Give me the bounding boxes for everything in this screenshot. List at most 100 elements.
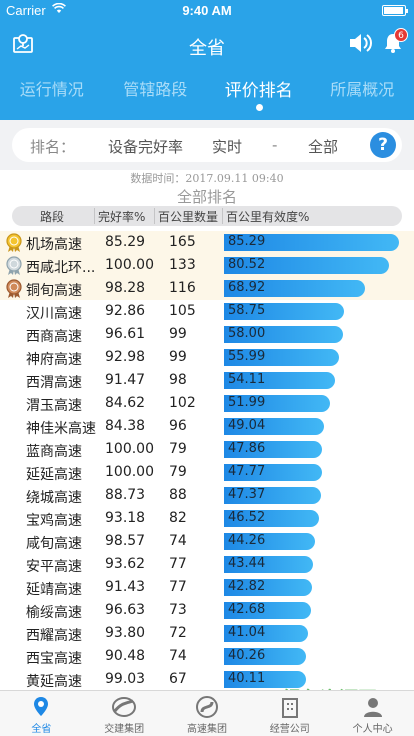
period-selector[interactable]: 实时 — [212, 138, 243, 156]
per-100km-count: 77 — [169, 556, 187, 572]
efficiency-value: 58.00 — [228, 326, 266, 341]
gaosu-logo-icon — [195, 696, 218, 718]
efficiency-bar — [224, 579, 312, 596]
table-row[interactable]: 西商高速 96.61 99 58.00 — [0, 323, 414, 346]
help-icon[interactable]: ? — [370, 132, 396, 158]
table-row[interactable]: 铜旬高速 98.28 116 68.92 — [0, 277, 414, 300]
table-row[interactable]: 神府高速 92.98 99 55.99 — [0, 346, 414, 369]
completeness-rate: 100.00 — [105, 441, 154, 457]
efficiency-value: 49.04 — [228, 418, 266, 433]
table-header: 路段 完好率% 百公里数量 百公里有效度% — [12, 206, 402, 226]
table-row[interactable]: 延靖高速 91.43 77 42.82 — [0, 576, 414, 599]
building-icon — [281, 698, 298, 718]
per-100km-count: 74 — [169, 648, 187, 664]
table-row[interactable]: 黄延高速 99.03 67 40.11 — [0, 668, 414, 691]
table-row[interactable]: 安平高速 93.62 77 43.44 — [0, 553, 414, 576]
completeness-rate: 98.57 — [105, 533, 146, 549]
table-row[interactable]: 渭玉高速 84.62 102 51.99 — [0, 392, 414, 415]
completeness-rate: 93.80 — [105, 625, 146, 641]
silver-medal-icon — [5, 256, 23, 276]
per-100km-count: 165 — [169, 234, 196, 250]
efficiency-value: 55.99 — [228, 349, 266, 364]
efficiency-bar — [224, 395, 330, 412]
completeness-rate: 93.62 — [105, 556, 146, 572]
road-name: 铜旬高速 — [26, 283, 82, 299]
completeness-rate: 91.43 — [105, 579, 146, 595]
per-100km-count: 67 — [169, 671, 187, 687]
carrier-label: Carrier — [6, 3, 46, 18]
tabbar-province[interactable]: 全省 — [0, 691, 83, 736]
completeness-rate: 90.48 — [105, 648, 146, 664]
efficiency-value: 40.26 — [228, 648, 266, 663]
per-100km-count: 102 — [169, 395, 196, 411]
completeness-rate: 91.47 — [105, 372, 146, 388]
table-row[interactable]: 绕城高速 88.73 88 47.37 — [0, 484, 414, 507]
bronze-medal-icon — [5, 279, 23, 299]
col-header-count: 百公里数量 — [158, 210, 219, 224]
tabbar-gaosu[interactable]: 高速集团 — [166, 691, 249, 736]
battery-icon — [382, 5, 408, 16]
completeness-rate: 98.28 — [105, 280, 146, 296]
table-row[interactable]: 西渭高速 91.47 98 54.11 — [0, 369, 414, 392]
efficiency-bar — [224, 234, 399, 251]
table-row[interactable]: 西宝高速 90.48 74 40.26 — [0, 645, 414, 668]
filter-area: 排名： 设备完好率 实时 - 全部 ? — [0, 120, 414, 170]
road-name: 绕城高速 — [26, 490, 82, 506]
scope-selector[interactable]: 全部 — [308, 138, 339, 156]
speaker-icon[interactable] — [348, 32, 372, 54]
user-icon — [363, 698, 382, 717]
tabbar-label: 个人中心 — [352, 724, 393, 735]
table-row[interactable]: 西耀高速 93.80 72 41.04 — [0, 622, 414, 645]
column-divider — [154, 208, 155, 224]
tabbar-company[interactable]: 经营公司 — [248, 691, 331, 736]
map-location-icon[interactable] — [12, 32, 34, 54]
road-name: 咸旬高速 — [26, 536, 82, 552]
efficiency-bar — [224, 257, 389, 274]
gold-medal-icon — [5, 233, 23, 253]
completeness-rate: 85.29 — [105, 234, 146, 250]
completeness-rate: 99.03 — [105, 671, 146, 687]
tab-operation[interactable]: 运行情况 — [19, 80, 84, 99]
efficiency-value: 42.82 — [228, 579, 266, 594]
per-100km-count: 73 — [169, 602, 187, 618]
table-row[interactable]: 神佳米高速 84.38 96 49.04 — [0, 415, 414, 438]
road-name: 渭玉高速 — [26, 398, 82, 414]
metric-selector[interactable]: 设备完好率 — [108, 138, 184, 156]
table-row[interactable]: 机场高速 85.29 165 85.29 — [0, 231, 414, 254]
road-name: 安平高速 — [26, 559, 82, 575]
table-row[interactable]: 西咸北环... 100.00 133 80.52 — [0, 254, 414, 277]
table-row[interactable]: 汉川高速 92.86 105 58.75 — [0, 300, 414, 323]
per-100km-count: 99 — [169, 326, 187, 342]
completeness-rate: 93.18 — [105, 510, 146, 526]
tab-overview[interactable]: 所属概况 — [330, 80, 395, 99]
table-row[interactable]: 延延高速 100.00 79 47.77 — [0, 461, 414, 484]
tabbar-label: 全省 — [31, 724, 52, 735]
tab-ranking[interactable]: 评价排名 — [224, 81, 293, 101]
tabbar-label: 交建集团 — [104, 724, 145, 735]
road-name: 神府高速 — [26, 352, 82, 368]
efficiency-bar — [224, 349, 339, 366]
efficiency-value: 51.99 — [228, 395, 266, 410]
tabbar-profile[interactable]: 个人中心 — [331, 691, 414, 736]
page-title: 全省 — [189, 38, 225, 59]
efficiency-bar — [224, 556, 313, 573]
per-100km-count: 79 — [169, 464, 187, 480]
bottom-tab-bar: 全省 交建集团 高速集团 经营公司 个人中心 — [0, 690, 414, 736]
per-100km-count: 105 — [169, 303, 196, 319]
per-100km-count: 88 — [169, 487, 187, 503]
tabbar-jiaojian[interactable]: 交建集团 — [83, 691, 166, 736]
road-name: 延靖高速 — [26, 582, 82, 598]
road-name: 西耀高速 — [26, 628, 82, 644]
location-icon — [34, 697, 49, 716]
table-row[interactable]: 咸旬高速 98.57 74 44.26 — [0, 530, 414, 553]
active-tab-indicator — [256, 104, 263, 111]
per-100km-count: 116 — [169, 280, 196, 296]
efficiency-value: 40.11 — [228, 671, 266, 686]
tab-strip: 运行情况 管辖路段 评价排名 所属概况 — [0, 72, 414, 120]
per-100km-count: 79 — [169, 441, 187, 457]
table-row[interactable]: 宝鸡高速 93.18 82 46.52 — [0, 507, 414, 530]
efficiency-value: 80.52 — [228, 257, 266, 272]
tab-sections[interactable]: 管辖路段 — [123, 80, 188, 99]
table-row[interactable]: 蓝商高速 100.00 79 47.86 — [0, 438, 414, 461]
table-row[interactable]: 榆绥高速 96.63 73 42.68 — [0, 599, 414, 622]
